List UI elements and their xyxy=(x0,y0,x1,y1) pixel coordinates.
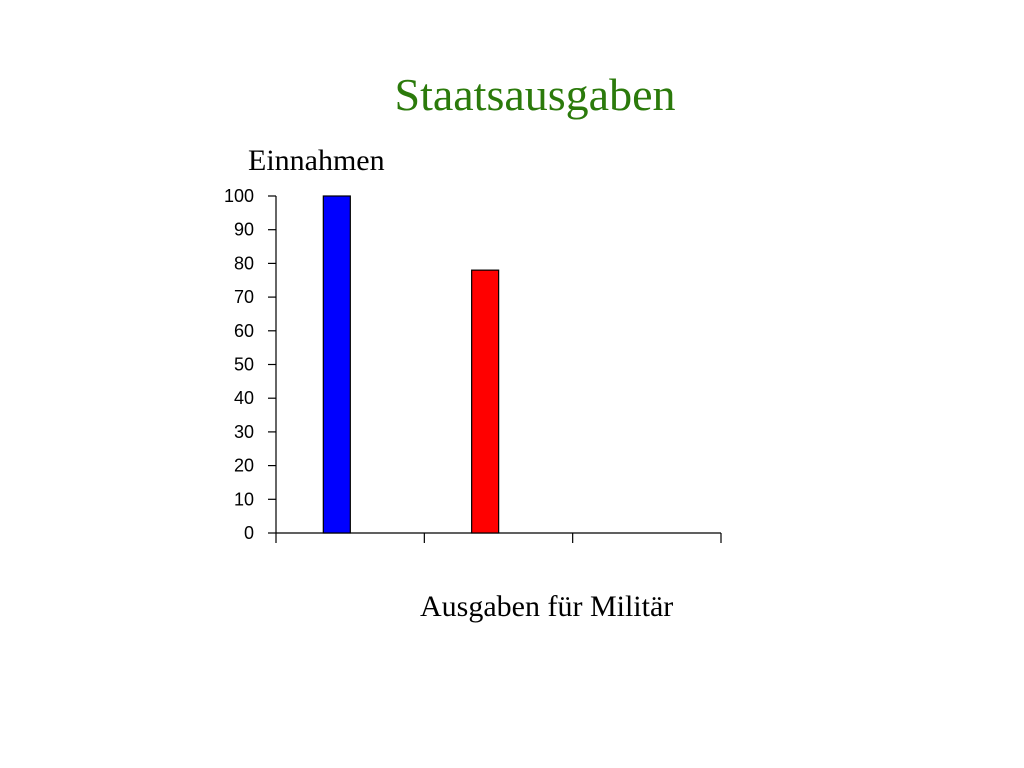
y-axis-label: Einnahmen xyxy=(248,144,385,177)
y-tick-label: 60 xyxy=(234,321,254,341)
y-tick-label: 20 xyxy=(234,456,254,476)
bar xyxy=(322,195,351,534)
y-tick-label: 100 xyxy=(224,186,254,206)
slide-title: Staatsausgaben xyxy=(394,69,676,120)
x-axis-label: Ausgaben für Militär xyxy=(420,590,674,623)
bar xyxy=(471,269,500,534)
y-tick-label: 80 xyxy=(234,253,254,273)
y-tick-label: 0 xyxy=(244,523,254,543)
y-tick-label: 70 xyxy=(234,287,254,307)
y-tick-label: 30 xyxy=(234,422,254,442)
y-tick-label: 90 xyxy=(234,220,254,240)
y-tick-label: 10 xyxy=(234,489,254,509)
y-tick-label: 40 xyxy=(234,388,254,408)
y-tick-label: 50 xyxy=(234,355,254,375)
